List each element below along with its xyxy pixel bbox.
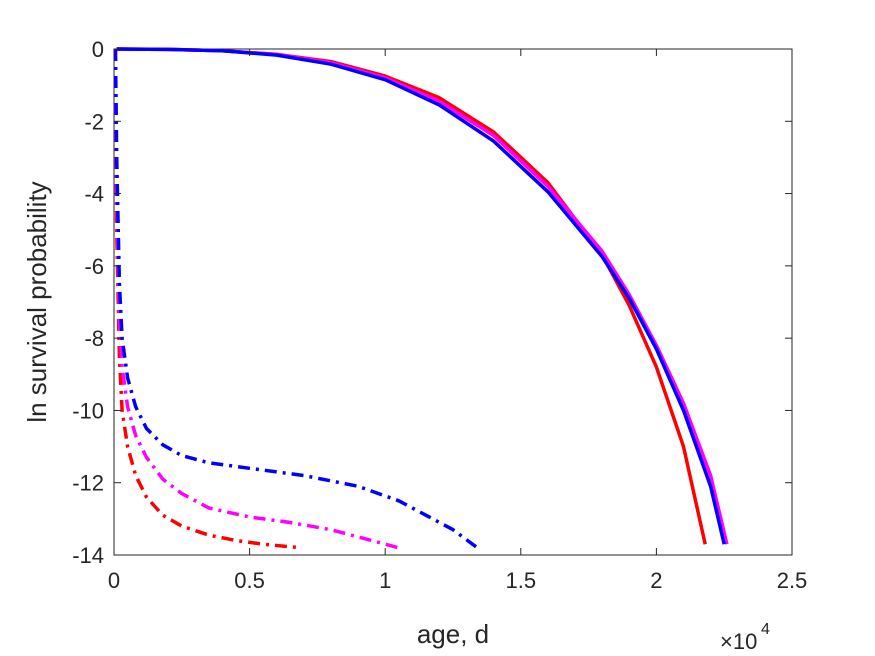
x-tick-label: 1 (379, 568, 391, 593)
y-tick-label: -6 (84, 254, 104, 279)
x-tick-label: 0.5 (234, 568, 265, 593)
axes-layer: 0 0.5 1 1.5 2 2.5 0 -2 -4 -6 -8 -10 -12 -14 (72, 37, 807, 593)
x-tick-label: 2.5 (777, 568, 808, 593)
x-axis-label: age, d (417, 619, 489, 649)
series-line-6 (113, 48, 479, 550)
x-exponent-base: ×10 (720, 629, 757, 654)
series-line-3 (116, 47, 726, 545)
y-tick-label: -2 (84, 109, 104, 134)
y-tick-label: 0 (92, 37, 104, 62)
x-tick-label: 2 (650, 568, 662, 593)
series-layer (113, 47, 729, 550)
x-exponent-power: 4 (761, 621, 770, 638)
plot-area (113, 48, 793, 556)
series-line-5 (113, 48, 400, 550)
y-tick-label: -8 (84, 326, 104, 351)
x-exponent: ×10 4 (720, 621, 770, 654)
y-tick-label: -14 (72, 543, 104, 568)
x-tick-label: 1.5 (506, 568, 537, 593)
x-tick-label: 0 (108, 568, 120, 593)
series-line-4 (113, 48, 302, 550)
y-tick-label: -12 (72, 471, 104, 496)
y-tick-label: -10 (72, 398, 104, 423)
y-tick-label: -4 (84, 182, 104, 207)
y-axis-label: ln survival probability (22, 181, 52, 422)
